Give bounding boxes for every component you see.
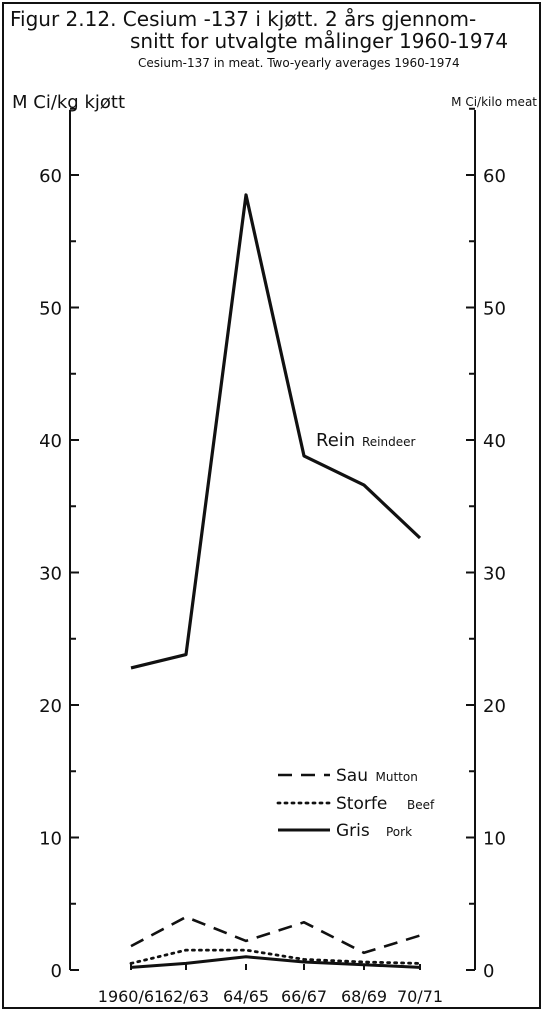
legend-label-english-sau: Mutton [376,770,418,784]
y-tick-label-right: 30 [483,564,506,585]
figure-title: Figur 2.12. Cesium -137 i kjøtt. 2 års g… [10,7,477,31]
y-tick-label-left: 60 [39,166,62,187]
y-tick-label-left: 10 [39,829,62,850]
x-tick-label: 68/69 [341,987,387,1006]
series-line-sau [130,915,421,955]
y-tick-label-right: 60 [483,166,506,187]
x-tick-label: 66/67 [281,987,327,1006]
y-tick-label-right: 0 [483,961,494,982]
y-tick-label-left: 20 [39,696,62,717]
y-tick-label-right: 40 [483,431,506,452]
legend-label-english-storfe: Beef [407,798,435,812]
y-tick-label-left: 50 [39,299,62,320]
legend-label-english-gris: Pork [386,825,412,839]
x-tick-label: 70/71 [397,987,443,1006]
y-tick-label-left: 30 [39,564,62,585]
y-tick-label-left: 40 [39,431,62,452]
series-label-rein: Rein [316,430,355,451]
x-tick-label: 1960/61 [98,987,164,1006]
series-label-rein-english: Reindeer [362,435,416,449]
series-line-rein [130,193,422,670]
y-tick-label-left: 0 [51,961,62,982]
y-axis-label-left: M Ci/kg kjøtt [12,92,126,113]
y-tick-label-right: 10 [483,829,506,850]
legend-label-storfe: Storfe [336,794,387,814]
figure-title-english: Cesium-137 in meat. Two-yearly averages … [138,56,460,70]
legend-label-sau: Sau [336,766,368,786]
x-tick-label: 62/63 [163,987,209,1006]
y-tick-label-right: 50 [483,299,506,320]
series-line-storfe [129,948,422,965]
figure-title-continued: snitt for utvalgte målinger 1960-1974 [130,29,509,53]
y-axis-label-right: M Ci/kilo meat [451,95,537,109]
x-tick-label: 64/65 [223,987,269,1006]
y-tick-label-right: 20 [483,696,506,717]
legend-label-gris: Gris [336,821,370,841]
series-line-gris [130,955,421,969]
